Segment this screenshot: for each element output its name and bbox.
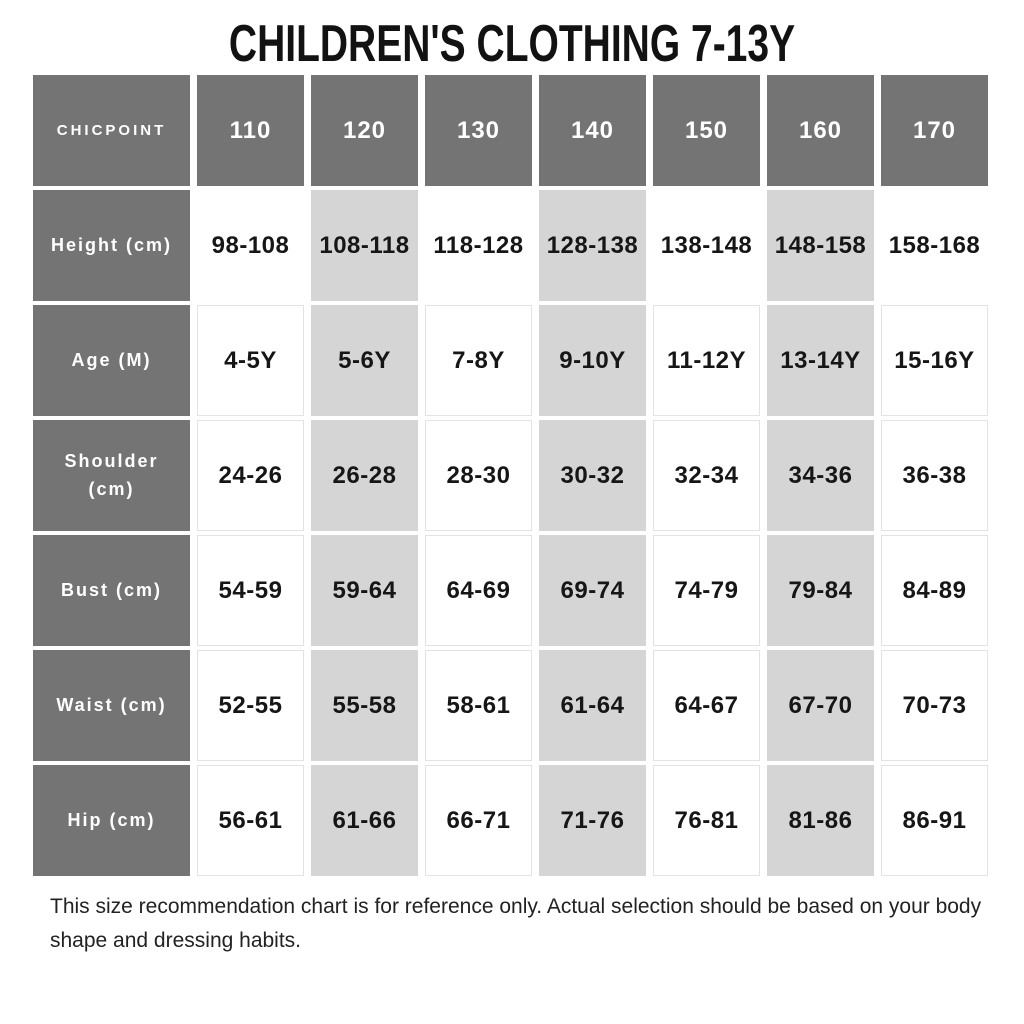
size-cell: 52-55	[197, 650, 304, 761]
size-cell: 66-71	[425, 765, 532, 876]
size-cell: 67-70	[767, 650, 874, 761]
size-cell: 128-138	[539, 190, 646, 301]
size-cell: 158-168	[881, 190, 988, 301]
brand-cell: CHICPOINT	[33, 75, 190, 186]
size-cell: 56-61	[197, 765, 304, 876]
row-label: Bust (cm)	[33, 535, 190, 646]
size-cell: 61-64	[539, 650, 646, 761]
disclaimer-text: This size recommendation chart is for re…	[50, 895, 982, 952]
size-cell: 7-8Y	[425, 305, 532, 416]
size-cell: 32-34	[653, 420, 760, 531]
size-cell: 108-118	[311, 190, 418, 301]
size-cell: 138-148	[653, 190, 760, 301]
row-label: Age (M)	[33, 305, 190, 416]
row-label: Shoulder (cm)	[33, 420, 190, 531]
size-cell: 4-5Y	[197, 305, 304, 416]
size-cell: 9-10Y	[539, 305, 646, 416]
size-cell: 98-108	[197, 190, 304, 301]
size-cell: 54-59	[197, 535, 304, 646]
row-label: Height (cm)	[33, 190, 190, 301]
size-cell: 36-38	[881, 420, 988, 531]
size-cell: 86-91	[881, 765, 988, 876]
size-cell: 26-28	[311, 420, 418, 531]
column-header: 150	[653, 75, 760, 186]
size-cell: 64-69	[425, 535, 532, 646]
row-label: Waist (cm)	[33, 650, 190, 761]
column-header: 120	[311, 75, 418, 186]
size-cell: 71-76	[539, 765, 646, 876]
column-header: 140	[539, 75, 646, 186]
column-header: 110	[197, 75, 304, 186]
size-cell: 58-61	[425, 650, 532, 761]
size-cell: 61-66	[311, 765, 418, 876]
column-header: 160	[767, 75, 874, 186]
size-cell: 11-12Y	[653, 305, 760, 416]
size-cell: 76-81	[653, 765, 760, 876]
size-cell: 64-67	[653, 650, 760, 761]
column-header: 130	[425, 75, 532, 186]
page-title: CHILDREN'S CLOTHING 7-13Y	[228, 15, 796, 73]
size-cell: 81-86	[767, 765, 874, 876]
row-label: Hip (cm)	[33, 765, 190, 876]
size-chart-table: CHICPOINT 110 120 130 140 150 160 170 Height (cm…	[33, 75, 988, 876]
size-cell: 74-79	[653, 535, 760, 646]
size-cell: 30-32	[539, 420, 646, 531]
size-cell: 148-158	[767, 190, 874, 301]
size-cell: 5-6Y	[311, 305, 418, 416]
size-cell: 15-16Y	[881, 305, 988, 416]
size-cell: 59-64	[311, 535, 418, 646]
size-cell: 34-36	[767, 420, 874, 531]
column-header: 170	[881, 75, 988, 186]
size-cell: 24-26	[197, 420, 304, 531]
size-cell: 79-84	[767, 535, 874, 646]
size-cell: 13-14Y	[767, 305, 874, 416]
size-cell: 55-58	[311, 650, 418, 761]
size-cell: 28-30	[425, 420, 532, 531]
size-cell: 69-74	[539, 535, 646, 646]
size-cell: 118-128	[425, 190, 532, 301]
size-cell: 84-89	[881, 535, 988, 646]
size-cell: 70-73	[881, 650, 988, 761]
